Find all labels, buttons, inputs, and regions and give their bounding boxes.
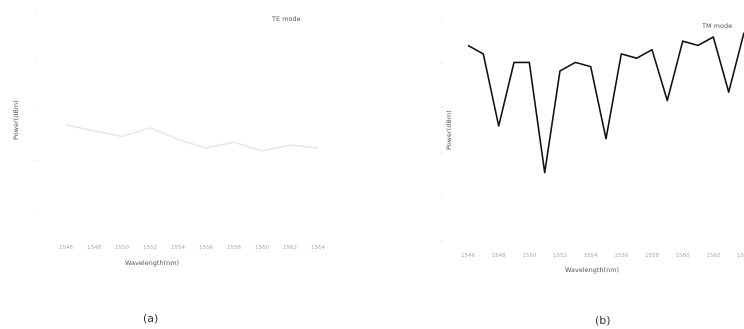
x-tick-label: 1550 — [522, 253, 536, 259]
x-tick-label: 1564 — [311, 245, 325, 251]
panel-b-series — [467, 32, 744, 174]
y-tick: · — [441, 17, 443, 24]
panel-b-title: TM mode — [701, 22, 732, 30]
y-tick: · — [441, 61, 443, 68]
x-tick-label: 1564 — [737, 253, 744, 259]
y-tick: · — [441, 238, 443, 245]
caption-a: (a) — [143, 312, 158, 325]
panel-a-y-ticks: · · · · · — [36, 9, 38, 218]
x-tick-label: 1562 — [283, 245, 297, 251]
x-tick-label: 1554 — [584, 253, 598, 259]
panel-b-x-axis-label: Wavelength(nm) — [565, 266, 619, 274]
y-tick: · — [36, 107, 38, 114]
x-tick-label: 1548 — [87, 245, 101, 251]
panel-a-title: TE mode — [271, 15, 301, 23]
series-line — [65, 124, 319, 152]
x-tick-label: 1552 — [553, 253, 567, 259]
y-tick: · — [441, 194, 443, 201]
x-tick-label: 1558 — [645, 253, 659, 259]
panel-a: · · · · · 1546 1548 1550 1552 1554 1556 1558 15… — [12, 9, 325, 267]
x-tick-label: 1558 — [227, 245, 241, 251]
panel-b: · · · · · · 1546 1548 1550 1552 1554 1556 1558… — [441, 17, 744, 274]
caption-b: (b) — [595, 314, 611, 327]
y-tick: · — [36, 211, 38, 218]
x-tick-label: 1548 — [492, 253, 506, 259]
x-tick-label: 1550 — [115, 245, 129, 251]
x-tick-label: 1554 — [171, 245, 185, 251]
panel-a-x-axis-label: Wavelength(nm) — [125, 259, 179, 267]
x-tick-label: 1562 — [706, 253, 720, 259]
y-tick: · — [36, 57, 38, 64]
panel-b-y-ticks: · · · · · · — [441, 17, 443, 245]
panel-a-x-ticks: 1546 1548 1550 1552 1554 1556 1558 1560 1562 1564 — [59, 245, 325, 251]
x-tick-label: 1560 — [255, 245, 269, 251]
panel-a-series — [65, 124, 319, 152]
panel-a-y-axis-label: Power(dBm) — [12, 100, 20, 140]
x-tick-label: 1546 — [59, 245, 73, 251]
y-tick: · — [441, 150, 443, 157]
x-tick-label: 1556 — [199, 245, 213, 251]
y-tick: · — [441, 105, 443, 112]
panel-b-y-axis-label: Power(dBm) — [445, 110, 453, 150]
y-tick: · — [36, 9, 38, 16]
x-tick-label: 1560 — [676, 253, 690, 259]
x-tick-label: 1552 — [143, 245, 157, 251]
x-tick-label: 1546 — [461, 253, 475, 259]
y-tick: · — [36, 158, 38, 165]
x-tick-label: 1556 — [614, 253, 628, 259]
panel-b-x-ticks: 1546 1548 1550 1552 1554 1556 1558 1560 1562 1564 — [461, 253, 744, 259]
series-line — [467, 32, 744, 174]
